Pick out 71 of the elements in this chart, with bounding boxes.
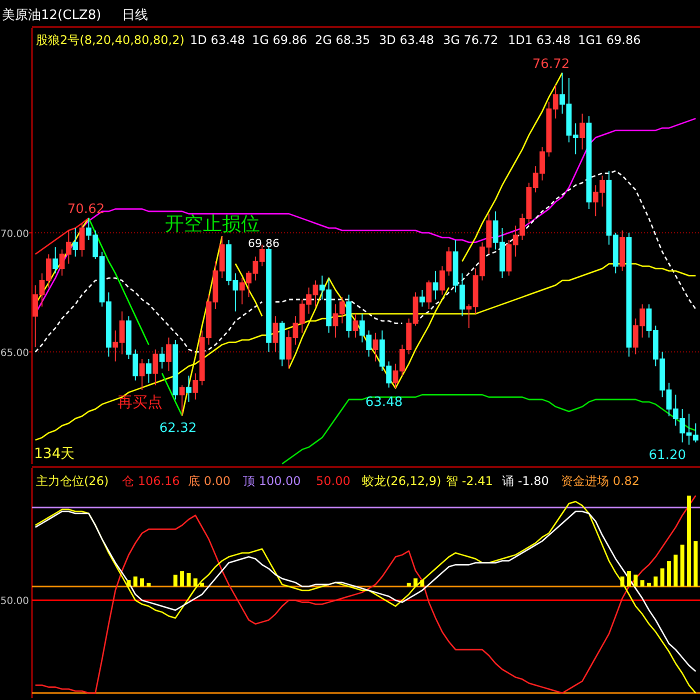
- bar: [666, 561, 671, 586]
- text: 50.00: [316, 474, 350, 488]
- annotation: 3D 63.48: [379, 33, 434, 47]
- text: 仓 106.16: [122, 474, 180, 488]
- text: 主力仓位(26): [36, 474, 109, 488]
- bar: [126, 580, 131, 586]
- bar: [146, 582, 151, 586]
- bar: [640, 580, 644, 586]
- annotation: 1G1 69.86: [578, 33, 641, 47]
- bar: [200, 582, 204, 586]
- bar: [660, 568, 664, 586]
- annotation: 3G 76.72: [443, 33, 498, 47]
- candlestick: [72, 228, 78, 258]
- bar: [626, 571, 631, 586]
- text: 蛟龙(26,12,9): [362, 474, 442, 488]
- candlestick: [52, 246, 58, 274]
- candlestick: [352, 313, 358, 338]
- text: 诵 -1.80: [502, 474, 549, 488]
- text: 底 0.00: [188, 474, 231, 488]
- candlestick: [139, 358, 145, 390]
- candlestick: [146, 358, 152, 384]
- line-series: [34, 217, 90, 255]
- annotation: 62.32: [159, 421, 197, 436]
- candlestick: [79, 222, 85, 258]
- candlestick: [179, 384, 185, 416]
- y-tick-label: 70.00: [0, 228, 29, 240]
- annotation: 1G 69.86: [252, 33, 308, 47]
- candlestick: [419, 289, 425, 308]
- candlestick: [166, 337, 172, 372]
- bar: [686, 496, 691, 586]
- candlestick: [159, 346, 165, 370]
- bar: [620, 576, 624, 586]
- bar: [680, 544, 684, 586]
- chart-subtitle: 日线: [122, 8, 148, 23]
- candlestick: [372, 332, 378, 362]
- annotation: 2G 68.35: [315, 33, 370, 47]
- annotation: 开空止损位: [165, 213, 260, 235]
- bar: [133, 576, 138, 586]
- text: 50.00: [0, 596, 29, 607]
- candlestick: [186, 375, 192, 402]
- candlestick: [152, 349, 158, 386]
- candlestick: [432, 270, 438, 300]
- annotation: 1D1 63.48: [508, 33, 571, 47]
- bar: [186, 572, 191, 586]
- text: 顶 100.00: [243, 474, 301, 488]
- chart-title: 美原油12(CLZ8): [2, 7, 102, 23]
- annotation: 70.62: [67, 202, 105, 217]
- text: 智 -2.41: [446, 474, 493, 488]
- annotation: 69.86: [248, 237, 280, 250]
- bar: [634, 574, 638, 586]
- bar: [173, 574, 178, 586]
- annotation: 63.48: [365, 395, 403, 410]
- annotation: 134天: [34, 446, 75, 462]
- annotation: 再买点: [118, 393, 162, 411]
- candlestick: [580, 113, 585, 150]
- text: 资金进场 0.82: [561, 474, 640, 488]
- candlestick: [426, 280, 432, 310]
- annotation: 1D 63.48: [190, 33, 246, 47]
- bar: [180, 571, 184, 586]
- y-tick-label: 65.00: [0, 348, 29, 359]
- bar: [694, 541, 698, 586]
- line-series: [281, 394, 696, 465]
- annotation: 76.72: [532, 57, 570, 72]
- annotation: 61.20: [648, 448, 686, 463]
- candlestick: [272, 316, 278, 352]
- annotation: 股狼2号(8,20,40,80,80,2): [36, 33, 184, 47]
- bar: [193, 578, 198, 586]
- bar: [654, 576, 658, 586]
- bar: [140, 578, 144, 586]
- bar: [674, 554, 678, 586]
- bar: [646, 582, 651, 586]
